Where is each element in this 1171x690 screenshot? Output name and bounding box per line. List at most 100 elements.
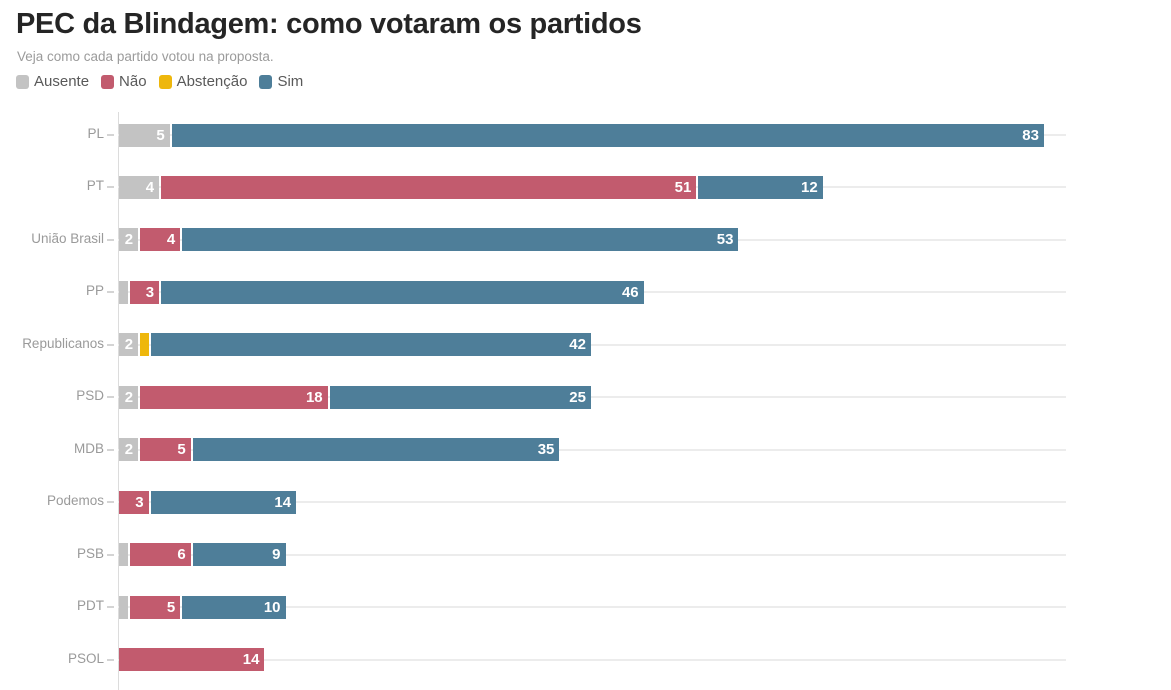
category-label: PP [85, 283, 104, 299]
legend-item-abstencao: Abstenção [158, 73, 248, 90]
bar-value-label: 46 [621, 283, 639, 301]
bar-segment-ausente: 2 [119, 438, 139, 462]
bar-segment-sim: 42 [150, 333, 591, 357]
legend-swatch-ausente-icon [16, 74, 29, 89]
bar-value-label: 53 [716, 231, 734, 249]
bar-value-label: 5 [177, 441, 186, 459]
bar-segment-nao: 4 [140, 228, 181, 252]
category-label: Republicanos [22, 335, 104, 351]
bar-segment-nao: 5 [140, 438, 191, 462]
bar-segment-nao: 6 [129, 543, 191, 567]
bar-value-label: 2 [124, 231, 134, 249]
legend-swatch-abstencao-icon [158, 74, 172, 89]
legend-swatch-nao-icon [101, 74, 115, 89]
category-label: PSB [76, 545, 104, 561]
category-tick [107, 186, 114, 189]
category-tick [107, 448, 114, 451]
bar-value-label: 3 [145, 283, 155, 301]
bar-value-label: 4 [145, 178, 155, 196]
bar-segment-nao: 18 [140, 385, 328, 409]
bar-segment-nao: 3 [119, 490, 149, 514]
bar-value-label: 14 [274, 493, 292, 511]
category-label: MDB [74, 440, 104, 456]
row-gridline [118, 553, 1066, 556]
category-tick [107, 291, 114, 294]
chart-title: PEC da Blindagem: como votaram os partid… [16, 8, 642, 40]
category-label: PSD [76, 388, 104, 404]
bar-segment-nao: 51 [161, 175, 697, 199]
category-tick [107, 606, 114, 609]
category-label: Podemos [46, 493, 104, 509]
row-gridline [118, 448, 1066, 451]
category-tick [107, 134, 114, 136]
bar-segment-ausente: 2 [119, 333, 139, 357]
bar-value-label: 2 [124, 388, 134, 406]
bar-value-label: 14 [242, 651, 260, 668]
bar-segment-sim: 14 [150, 490, 297, 514]
category-tick [107, 238, 114, 241]
category-tick [107, 501, 114, 504]
legend-item-ausente: Ausente [16, 73, 89, 90]
legend-label: Abstenção [176, 73, 248, 90]
bar-value-label: 12 [801, 178, 818, 196]
bar-value-label: 18 [305, 388, 323, 406]
bar-value-label: 51 [674, 178, 692, 196]
bar-segment-sim: 25 [329, 385, 591, 409]
bar-segment-ausente: 5 [119, 123, 170, 147]
bar-segment-ausente: 2 [119, 228, 139, 252]
row-gridline [118, 501, 1066, 504]
category-label: PSOL [67, 650, 104, 666]
bar-segment-sim: 9 [192, 543, 286, 567]
bar-value-label: 2 [124, 441, 134, 459]
bar-value-label: 9 [272, 546, 281, 564]
category-label: PT [86, 178, 104, 194]
chart-subtitle: Veja como cada partido votou na proposta… [17, 49, 274, 64]
bar-segment-sim: 53 [182, 228, 739, 252]
bar-value-label: 25 [569, 388, 586, 406]
bar-segment-sim: 83 [171, 123, 1044, 147]
category-label: União Brasil [31, 230, 104, 246]
bar-value-label: 3 [135, 493, 144, 511]
bar-value-label: 10 [263, 598, 281, 616]
bar-segment-sim: 46 [161, 280, 644, 304]
bar-segment-nao: 5 [129, 595, 181, 619]
category-label: PDT [77, 598, 104, 614]
bar-value-label: 2 [124, 336, 134, 354]
bar-segment-nao: 14 [119, 648, 265, 671]
bar-segment-sim: 35 [192, 438, 560, 462]
legend-swatch-sim-icon [259, 74, 273, 89]
bar-segment-abstencao [140, 333, 149, 357]
legend-label: Não [119, 73, 147, 90]
bar-value-label: 35 [537, 441, 555, 459]
bar-segment-sim: 10 [182, 595, 286, 619]
bar-segment-ausente: 2 [119, 385, 139, 409]
bar-value-label: 6 [177, 546, 186, 564]
row-gridline [118, 606, 1066, 609]
category-tick [107, 553, 114, 556]
y-axis-line [118, 112, 119, 690]
row-gridline [118, 396, 1066, 399]
bar-value-label: 83 [1022, 126, 1039, 144]
bar-segment-ausente [119, 280, 128, 304]
category-tick [107, 396, 114, 399]
legend: Ausente Não Abstenção Sim [16, 73, 303, 90]
legend-item-nao: Não [101, 73, 147, 90]
bar-value-label: 5 [156, 126, 165, 144]
category-tick [107, 343, 114, 346]
legend-label: Ausente [34, 73, 90, 90]
row-gridline [118, 343, 1066, 346]
bar-segment-ausente [119, 543, 128, 567]
category-label: PL [87, 126, 104, 141]
legend-label: Sim [277, 73, 304, 90]
bar-segment-nao: 3 [129, 280, 160, 304]
row-gridline [118, 658, 1066, 661]
category-tick [107, 658, 114, 661]
legend-item-sim: Sim [259, 73, 303, 90]
bar-segment-ausente [119, 595, 128, 619]
bar-value-label: 5 [166, 598, 176, 616]
bar-value-label: 42 [569, 336, 586, 354]
bar-segment-sim: 12 [698, 175, 823, 199]
bar-value-label: 4 [166, 231, 176, 249]
